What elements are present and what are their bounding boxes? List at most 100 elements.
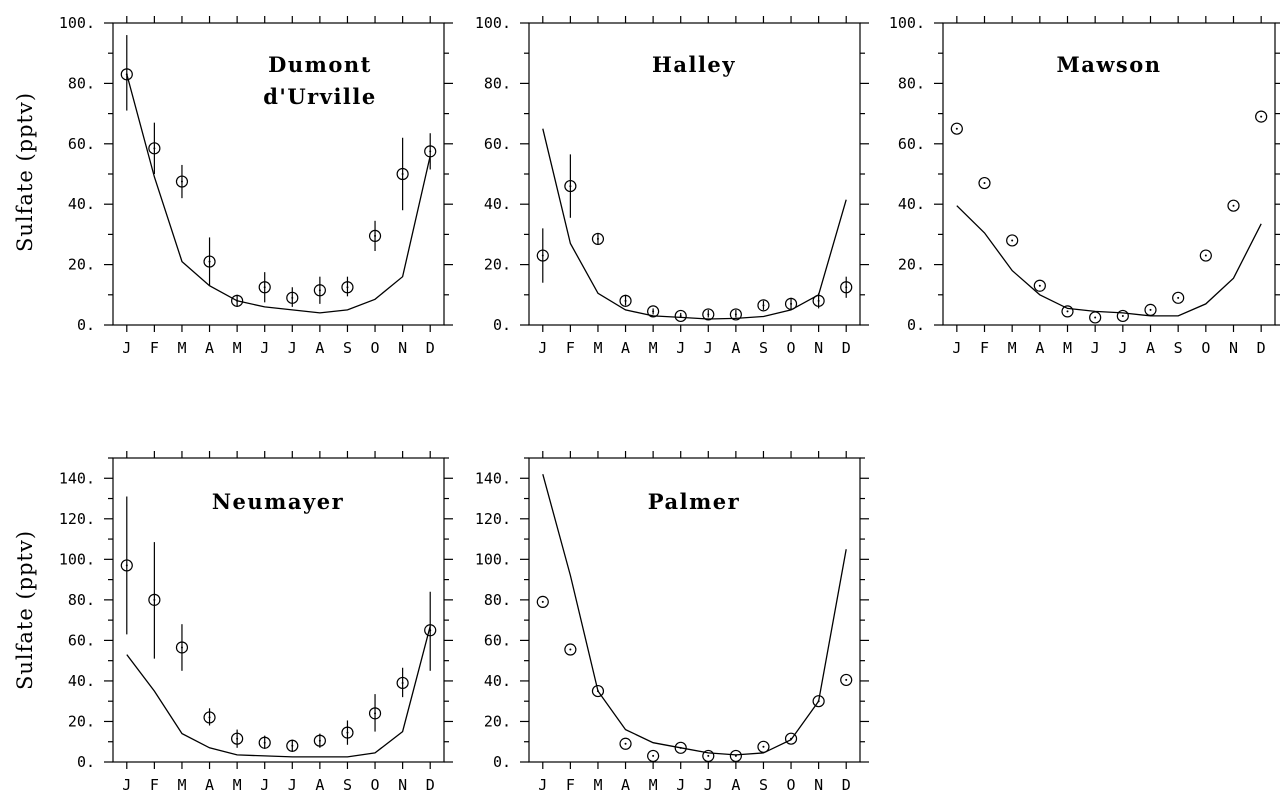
y-tick-label: 80.	[68, 74, 95, 92]
observation-point	[840, 673, 853, 687]
observation-point-center	[318, 289, 321, 292]
observation-point-center	[790, 737, 793, 740]
observation-point-center	[346, 286, 349, 289]
y-tick-label: 140.	[475, 469, 511, 487]
observation-point	[286, 291, 299, 304]
x-tick-label: M	[593, 776, 602, 791]
observation-point	[1172, 291, 1185, 304]
observation-point-center	[374, 234, 377, 237]
x-tick-label: F	[566, 339, 575, 357]
panel-4: J F M A M J J A S O N D 0. 20. 40. 60. 80. 100. 120. 140. Pa…	[475, 451, 869, 791]
observation-point	[564, 643, 577, 656]
observation-point-center	[401, 681, 404, 684]
observation-point-center	[845, 678, 848, 681]
x-tick-label: A	[1035, 339, 1044, 357]
observation-point	[591, 232, 605, 246]
x-tick-label: M	[1063, 339, 1072, 357]
x-tick-label: N	[814, 776, 823, 791]
observation-point-center	[180, 180, 183, 183]
y-tick-label: 120.	[59, 510, 95, 528]
x-tick-label: J	[260, 776, 269, 791]
y-tick-label: 60.	[68, 135, 95, 153]
observation-point-center	[652, 754, 655, 757]
observation-point	[978, 176, 991, 190]
x-tick-label: O	[787, 339, 796, 357]
observation-point	[175, 175, 189, 188]
y-tick-label: 100.	[475, 14, 511, 32]
observation-point	[729, 308, 742, 321]
observation-point	[950, 122, 963, 135]
model-series-line	[542, 474, 847, 756]
observation-point-center	[569, 648, 572, 651]
observation-point-center	[180, 646, 183, 649]
observation-point-center	[845, 286, 848, 289]
y-tick-label: 0.	[493, 316, 511, 334]
x-tick-label: M	[649, 776, 658, 791]
observation-point-center	[624, 299, 627, 302]
x-tick-label: F	[566, 776, 575, 791]
y-tick-label: 120.	[475, 510, 511, 528]
x-tick-label: M	[1008, 339, 1017, 357]
observation-point-center	[1204, 254, 1207, 257]
observation-point-center	[541, 600, 544, 603]
x-tick-label: J	[288, 776, 297, 791]
observation-point-center	[318, 739, 321, 742]
observation-point	[784, 732, 798, 745]
observation-point	[203, 255, 216, 268]
observation-point	[536, 595, 549, 608]
x-tick-label: A	[1146, 339, 1155, 357]
observation-point-center	[429, 150, 432, 153]
observation-point-center	[541, 254, 544, 257]
observation-point	[729, 749, 742, 763]
y-tick-label: 20.	[68, 256, 95, 274]
ylabel-bottom-row: Sulfate (pptv)	[13, 530, 37, 690]
x-tick-label: O	[371, 339, 380, 357]
observation-point	[341, 281, 354, 294]
observation-point	[286, 739, 299, 752]
observation-point	[368, 707, 382, 720]
y-tick-label: 20.	[68, 712, 95, 730]
observation-point	[1199, 249, 1212, 262]
x-tick-label: J	[1118, 339, 1127, 357]
x-tick-label: S	[759, 339, 768, 357]
x-tick-label: M	[177, 776, 186, 791]
model-series-line	[956, 205, 1262, 317]
x-tick-label: S	[759, 776, 768, 791]
observation-point	[812, 294, 825, 307]
observation-point	[1227, 199, 1240, 212]
y-tick-label: 100.	[889, 14, 925, 32]
observation-point-center	[236, 299, 239, 302]
x-tick-label: F	[150, 339, 159, 357]
x-tick-label: N	[398, 776, 407, 791]
panel-title: Dumont d'Urville	[263, 52, 377, 109]
observation-point-center	[762, 304, 765, 307]
observation-point-center	[624, 742, 627, 745]
observation-point	[702, 749, 715, 763]
observation-point	[564, 179, 577, 193]
observation-point	[1006, 234, 1019, 247]
observation-point	[1061, 305, 1074, 318]
y-tick-label: 40.	[484, 195, 511, 213]
observation-point-center	[125, 564, 128, 567]
observation-point	[757, 740, 770, 753]
y-tick-label: 60.	[484, 135, 511, 153]
x-tick-label: D	[426, 339, 435, 357]
observation-point	[424, 145, 437, 158]
observation-point-center	[790, 302, 793, 305]
panel-title: Neumayer	[212, 489, 344, 514]
x-tick-label: A	[205, 339, 214, 357]
observation-point-center	[401, 173, 404, 175]
x-tick-label: O	[371, 776, 380, 791]
observation-point	[619, 294, 632, 307]
observation-point	[203, 711, 216, 724]
observation-point	[231, 294, 244, 307]
observation-point-center	[1011, 239, 1014, 242]
observation-point-center	[762, 745, 765, 748]
y-tick-label: 40.	[484, 672, 511, 690]
x-tick-label: A	[315, 776, 324, 791]
observation-point-center	[429, 629, 432, 632]
observation-point-center	[1094, 316, 1097, 319]
x-tick-label: D	[1257, 339, 1266, 357]
observation-point-center	[208, 260, 211, 263]
